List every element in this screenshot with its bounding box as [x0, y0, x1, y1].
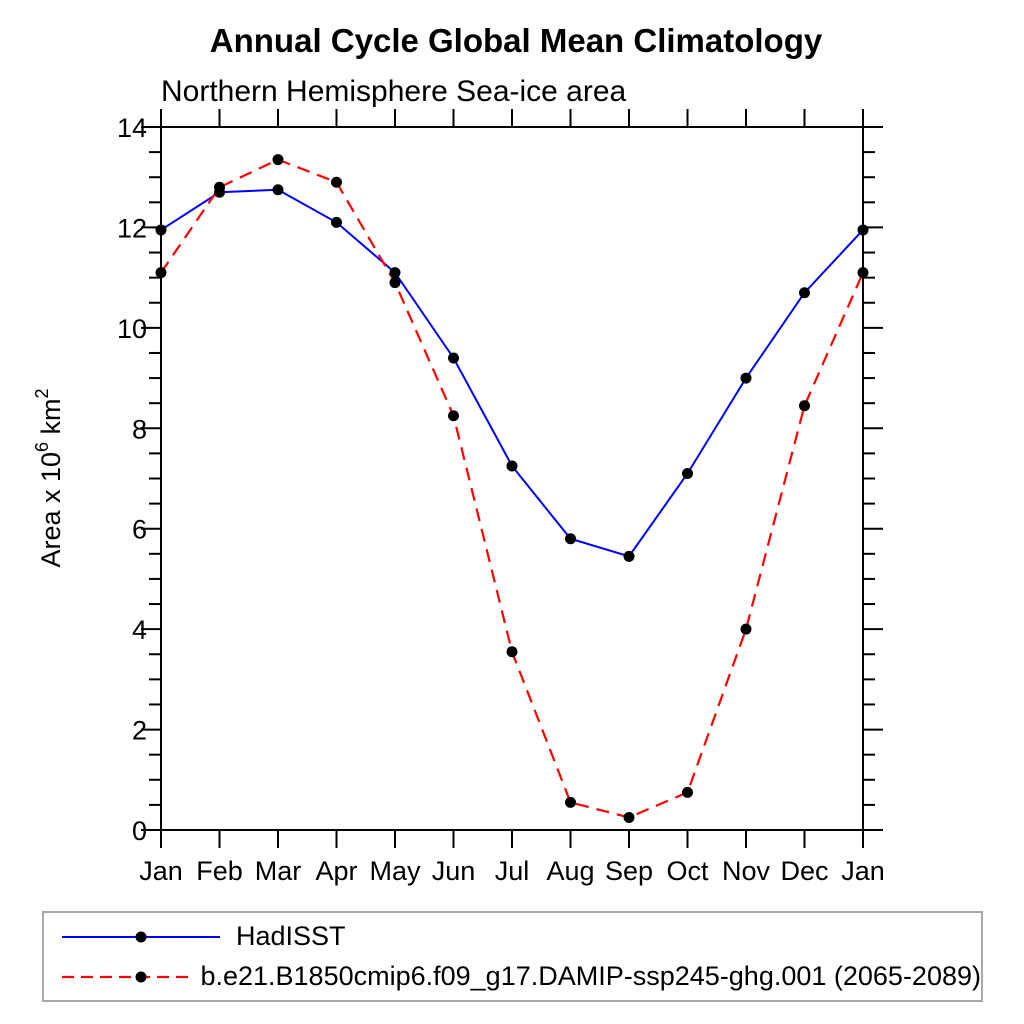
plot-frame — [160, 126, 864, 831]
x-tick-label: Nov — [722, 856, 771, 886]
x-tick-label: Jan — [841, 856, 885, 886]
legend-line-sample-model — [62, 971, 191, 982]
x-tick-label: Apr — [315, 856, 357, 886]
y-tick-label: 14 — [117, 113, 147, 143]
data-point-marker — [272, 184, 284, 196]
data-point-marker — [857, 267, 869, 279]
data-point-marker — [389, 267, 401, 279]
y-tick-label: 6 — [132, 515, 147, 545]
data-point-marker — [682, 786, 693, 798]
y-tick-label: 4 — [132, 615, 147, 645]
y-tick-label: 8 — [132, 414, 147, 444]
data-point-marker — [155, 224, 167, 236]
series-group — [155, 154, 869, 823]
legend: HadISST b.e21.B1850cmip6.f09_g17.DAMIP-ss… — [42, 911, 983, 1002]
chart-title: Annual Cycle Global Mean Climatology — [210, 22, 823, 59]
x-tick-label: Feb — [196, 856, 243, 886]
data-point-marker — [740, 623, 752, 635]
x-tick-label: Mar — [255, 856, 302, 886]
x-tick-label: Dec — [780, 856, 828, 886]
data-point-marker — [155, 267, 167, 279]
y-tick-label: 10 — [117, 314, 147, 344]
data-point-marker — [565, 796, 576, 808]
legend-label: b.e21.B1850cmip6.f09_g17.DAMIP-ssp245-gh… — [200, 961, 981, 991]
data-point-marker — [331, 176, 342, 188]
data-point-marker — [389, 277, 401, 289]
axes: Jan Feb Mar Apr May Jun Jul Aug Sep Oct Nov Dec Jan 0… — [117, 109, 885, 886]
series-line-model — [160, 158, 865, 819]
chart-subtitle: Northern Hemisphere Sea-ice area — [161, 75, 627, 108]
y-tick-label: 12 — [117, 213, 147, 243]
data-point-marker — [857, 224, 869, 236]
data-point-marker — [799, 400, 810, 412]
legend-marker-dot-icon — [135, 971, 147, 982]
legend-label: HadISST — [236, 921, 346, 951]
data-point-marker — [272, 154, 284, 166]
legend-line-sample-hadisst — [62, 931, 220, 942]
series-line-hadisst — [160, 188, 864, 558]
legend-item: HadISST — [56, 917, 981, 957]
data-point-marker — [682, 467, 693, 479]
x-tick-label: Oct — [666, 856, 709, 886]
x-tick-label: Sep — [605, 856, 653, 886]
y-tick-label: 2 — [132, 716, 147, 746]
data-point-marker — [448, 352, 459, 364]
data-point-marker — [214, 181, 225, 193]
x-tick-label: Jul — [495, 856, 530, 886]
y-axis-label-part: km — [36, 398, 66, 442]
x-tick-label: Jun — [432, 856, 476, 886]
y-tick-label: 0 — [132, 816, 147, 846]
y-axis-label: Area x 106 km2 — [32, 388, 66, 567]
data-point-marker — [565, 533, 576, 545]
data-point-marker — [623, 550, 635, 562]
x-tick-label: Aug — [546, 856, 594, 886]
data-point-marker — [331, 216, 342, 228]
data-point-marker — [623, 811, 635, 823]
x-tick-label: Jan — [139, 856, 183, 886]
y-axis-label-superscript: 6 — [32, 442, 52, 452]
data-point-marker — [448, 410, 459, 422]
x-tick-label: May — [369, 856, 421, 886]
data-point-marker — [740, 372, 752, 384]
y-axis-label-superscript: 2 — [32, 388, 52, 398]
data-point-marker — [799, 287, 810, 299]
y-axis-label-part: Area x 10 — [36, 452, 66, 568]
legend-item: b.e21.B1850cmip6.f09_g17.DAMIP-ssp245-gh… — [56, 957, 981, 997]
legend-marker-dot-icon — [135, 931, 147, 942]
data-point-marker — [506, 646, 518, 658]
data-point-marker — [506, 460, 518, 472]
